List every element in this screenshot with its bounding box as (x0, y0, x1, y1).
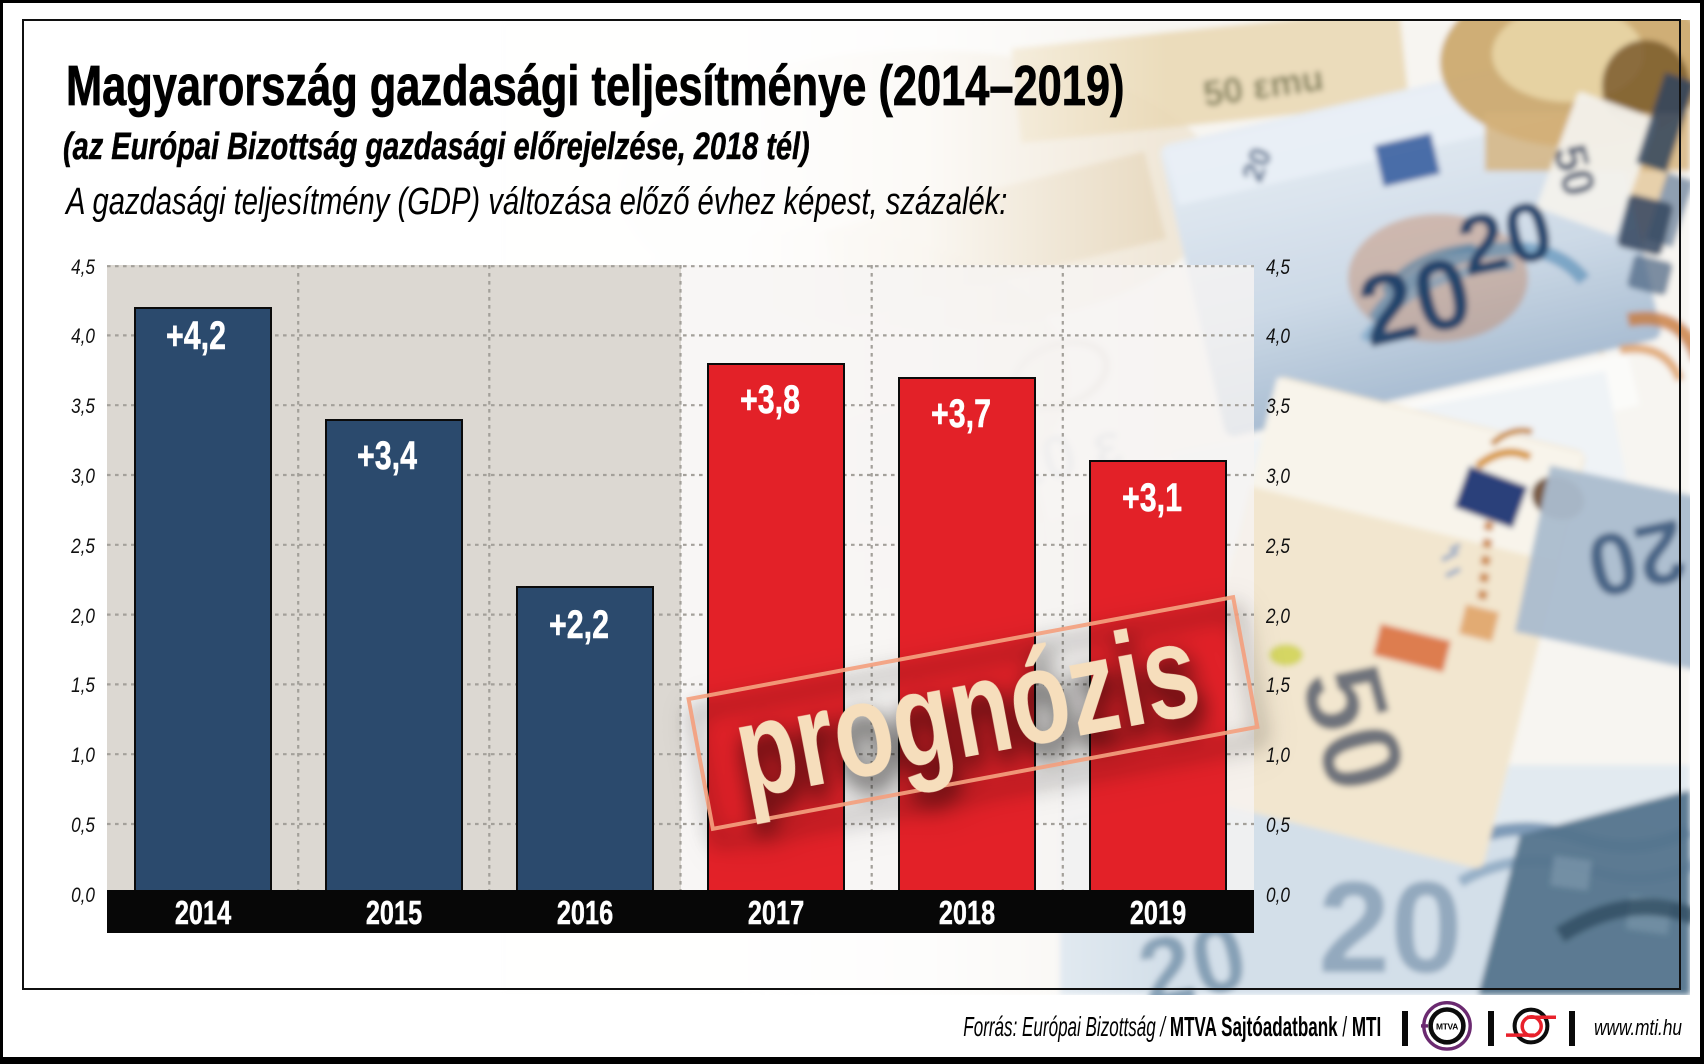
svg-text:20: 20 (1318, 854, 1463, 995)
svg-text:50: 50 (1544, 139, 1607, 201)
svg-text:MTVA: MTVA (1436, 1022, 1458, 1032)
svg-text:20: 20 (1348, 235, 1482, 369)
svg-text:20: 20 (1579, 500, 1690, 617)
